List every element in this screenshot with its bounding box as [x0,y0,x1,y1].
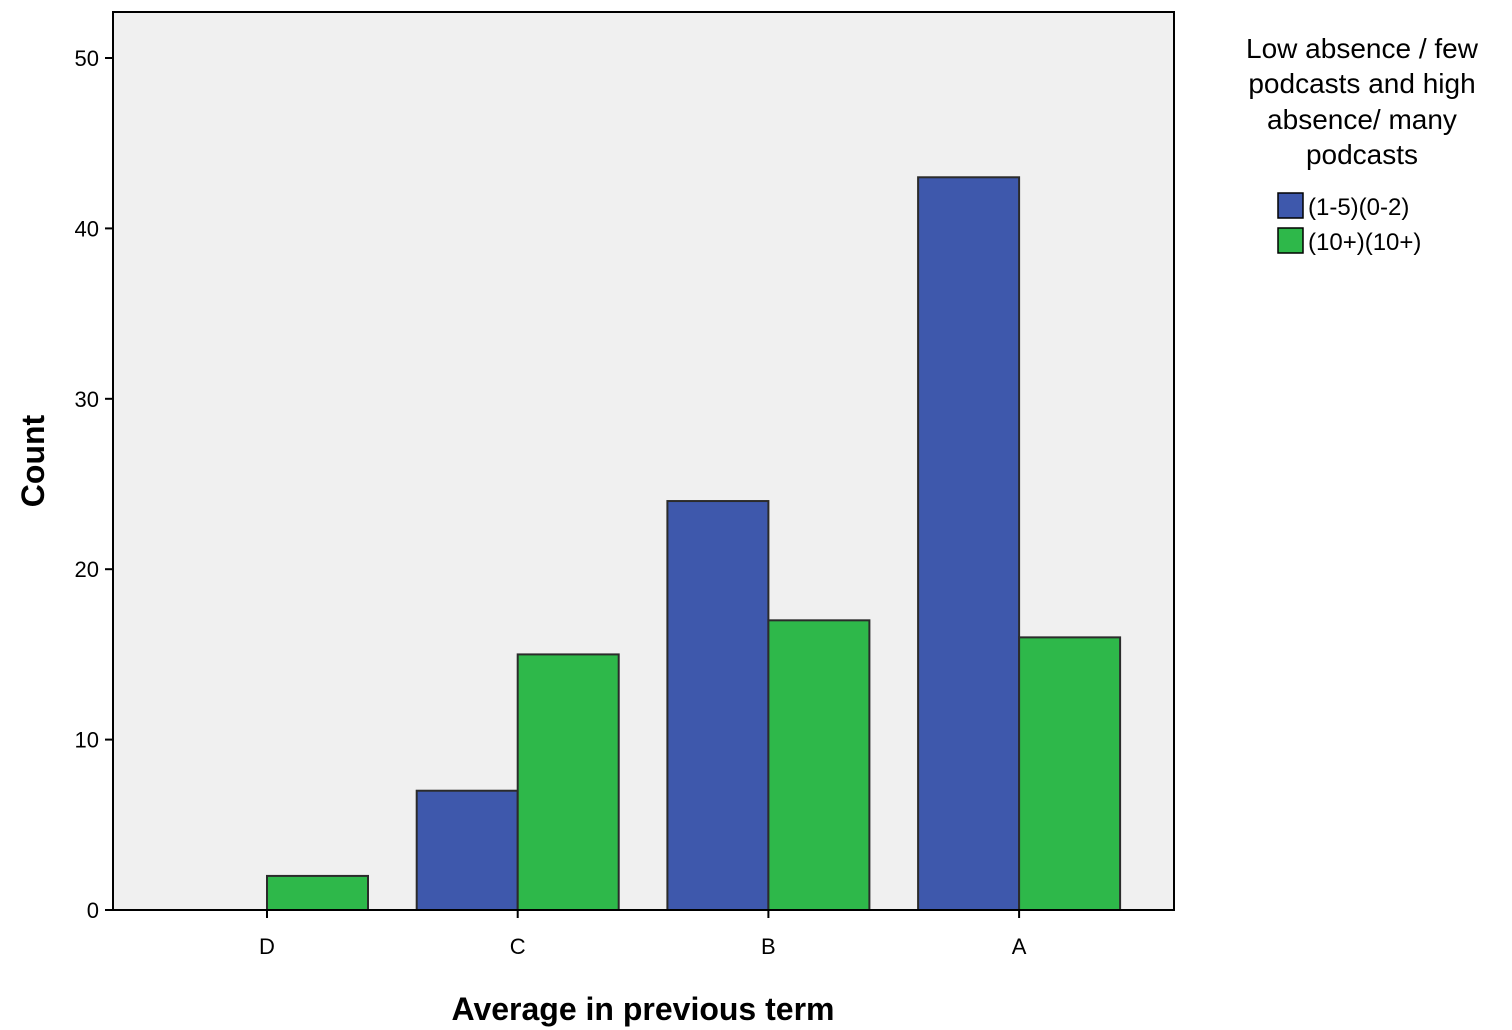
bar-c-series-1 [415,789,519,912]
y-tick-label-40: 40 [75,216,99,241]
legend-title-line-2: podcasts and high [1248,68,1475,99]
legend-swatch-series-2 [1277,227,1304,254]
bar-a-series-2 [1018,636,1122,911]
y-tick-label-10: 10 [75,728,99,753]
bar-b-series-2 [767,619,871,911]
x-tick-label-c: C [510,934,526,959]
legend-swatch-series-1 [1277,192,1304,219]
bar-c-series-2 [516,653,620,911]
legend-label-series-2: (10+)(10+) [1308,229,1421,256]
legend-title-line-1: Low absence / few [1246,33,1479,64]
x-tick-label-d: D [259,934,275,959]
y-tick-label-50: 50 [75,46,99,71]
legend-title-line-3: absence/ many [1267,104,1457,135]
legend-title-line-4: podcasts [1306,139,1418,170]
bar-d-series-2 [266,874,369,911]
legend: Low absence / few podcasts and high abse… [1246,33,1479,256]
plot-frame [112,11,1175,911]
y-tick-label-30: 30 [75,387,99,412]
x-tick-label-b: B [761,934,776,959]
y-axis: 0 10 20 30 40 50 [75,46,113,923]
y-tick-label-20: 20 [75,557,99,582]
bars-layer [266,176,1122,912]
x-tick-label-a: A [1012,934,1027,959]
legend-label-series-1: (1-5)(0-2) [1308,194,1409,221]
bar-a-series-1 [917,176,1021,912]
y-axis-title: Count [15,414,51,507]
y-tick-label-0: 0 [87,898,99,923]
x-axis-title: Average in previous term [452,991,835,1027]
bar-b-series-1 [666,500,770,911]
